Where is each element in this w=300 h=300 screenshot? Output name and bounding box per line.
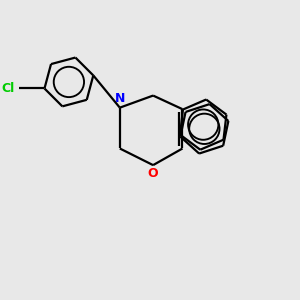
Text: Cl: Cl [2,82,15,95]
Text: N: N [115,92,125,105]
Text: O: O [148,167,158,181]
